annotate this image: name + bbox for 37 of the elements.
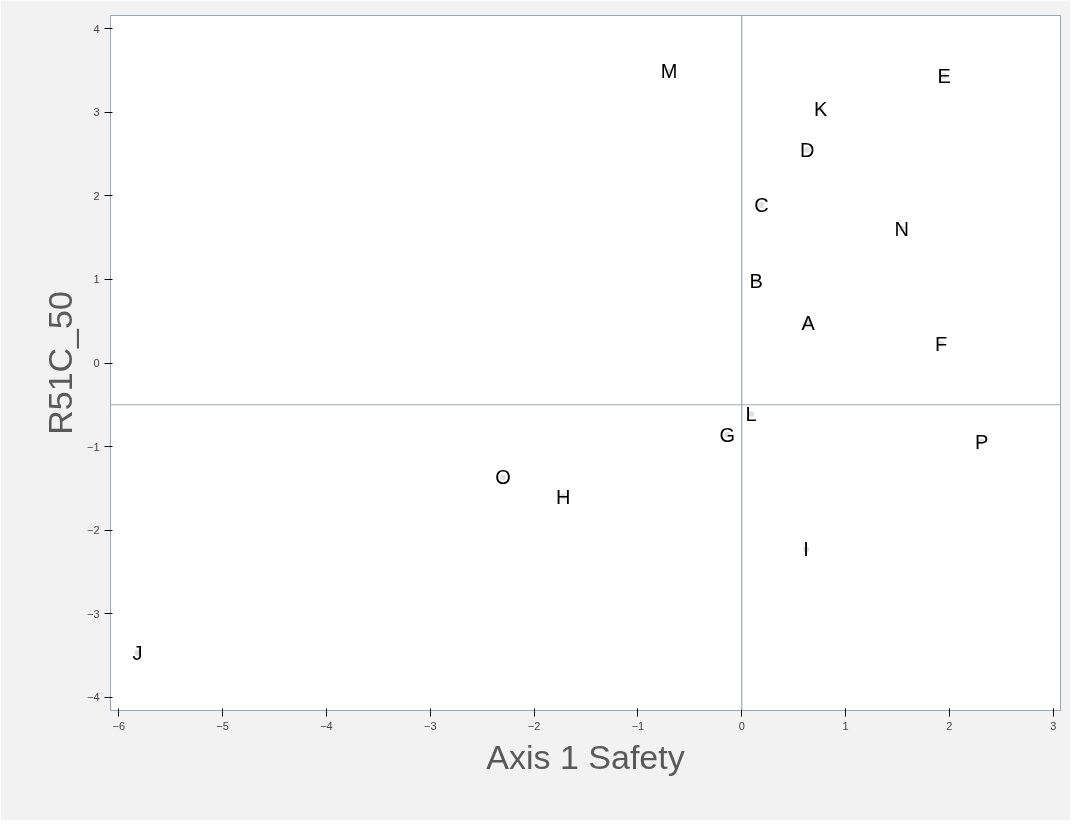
data-label: I: [803, 538, 809, 561]
y-tick-label: 2: [93, 189, 100, 202]
data-label: P: [974, 430, 989, 453]
x-tick-label: 0: [738, 719, 745, 732]
y-tick-label: −4: [86, 691, 100, 704]
data-label: N: [894, 217, 909, 240]
data-label: L: [745, 402, 757, 425]
data-label: B: [749, 270, 763, 293]
data-label: C: [754, 194, 769, 217]
y-tick-label: 4: [93, 22, 100, 35]
x-axis-title: Axis 1 Safety: [486, 737, 685, 776]
y-tick-label: −3: [86, 607, 100, 620]
y-axis-title: R51C_50: [40, 291, 79, 435]
x-tick-label: −3: [424, 719, 437, 732]
x-tick-label: −6: [112, 719, 126, 732]
data-label: H: [555, 485, 571, 508]
data-label: F: [934, 332, 948, 355]
data-label: G: [719, 423, 736, 446]
x-tick-label: 3: [1050, 719, 1057, 732]
x-tick-label: −1: [631, 719, 645, 732]
data-label: A: [801, 311, 816, 334]
y-tick-label: 3: [93, 106, 100, 119]
x-tick-label: 1: [842, 719, 849, 732]
data-label: E: [937, 64, 951, 87]
x-tick-label: −5: [216, 719, 229, 732]
data-label: J: [132, 641, 143, 664]
data-label: M: [660, 60, 678, 83]
y-tick-label: −1: [86, 440, 100, 453]
data-label: O: [495, 466, 511, 489]
y-tick-label: 0: [93, 357, 100, 369]
data-label: K: [813, 98, 828, 121]
x-tick-label: −4: [320, 719, 333, 732]
x-tick-label: 2: [946, 719, 953, 732]
x-tick-label: −2: [527, 719, 541, 732]
data-label: D: [799, 138, 815, 161]
y-tick-label: 1: [93, 273, 100, 286]
y-tick-label: −2: [86, 524, 100, 537]
